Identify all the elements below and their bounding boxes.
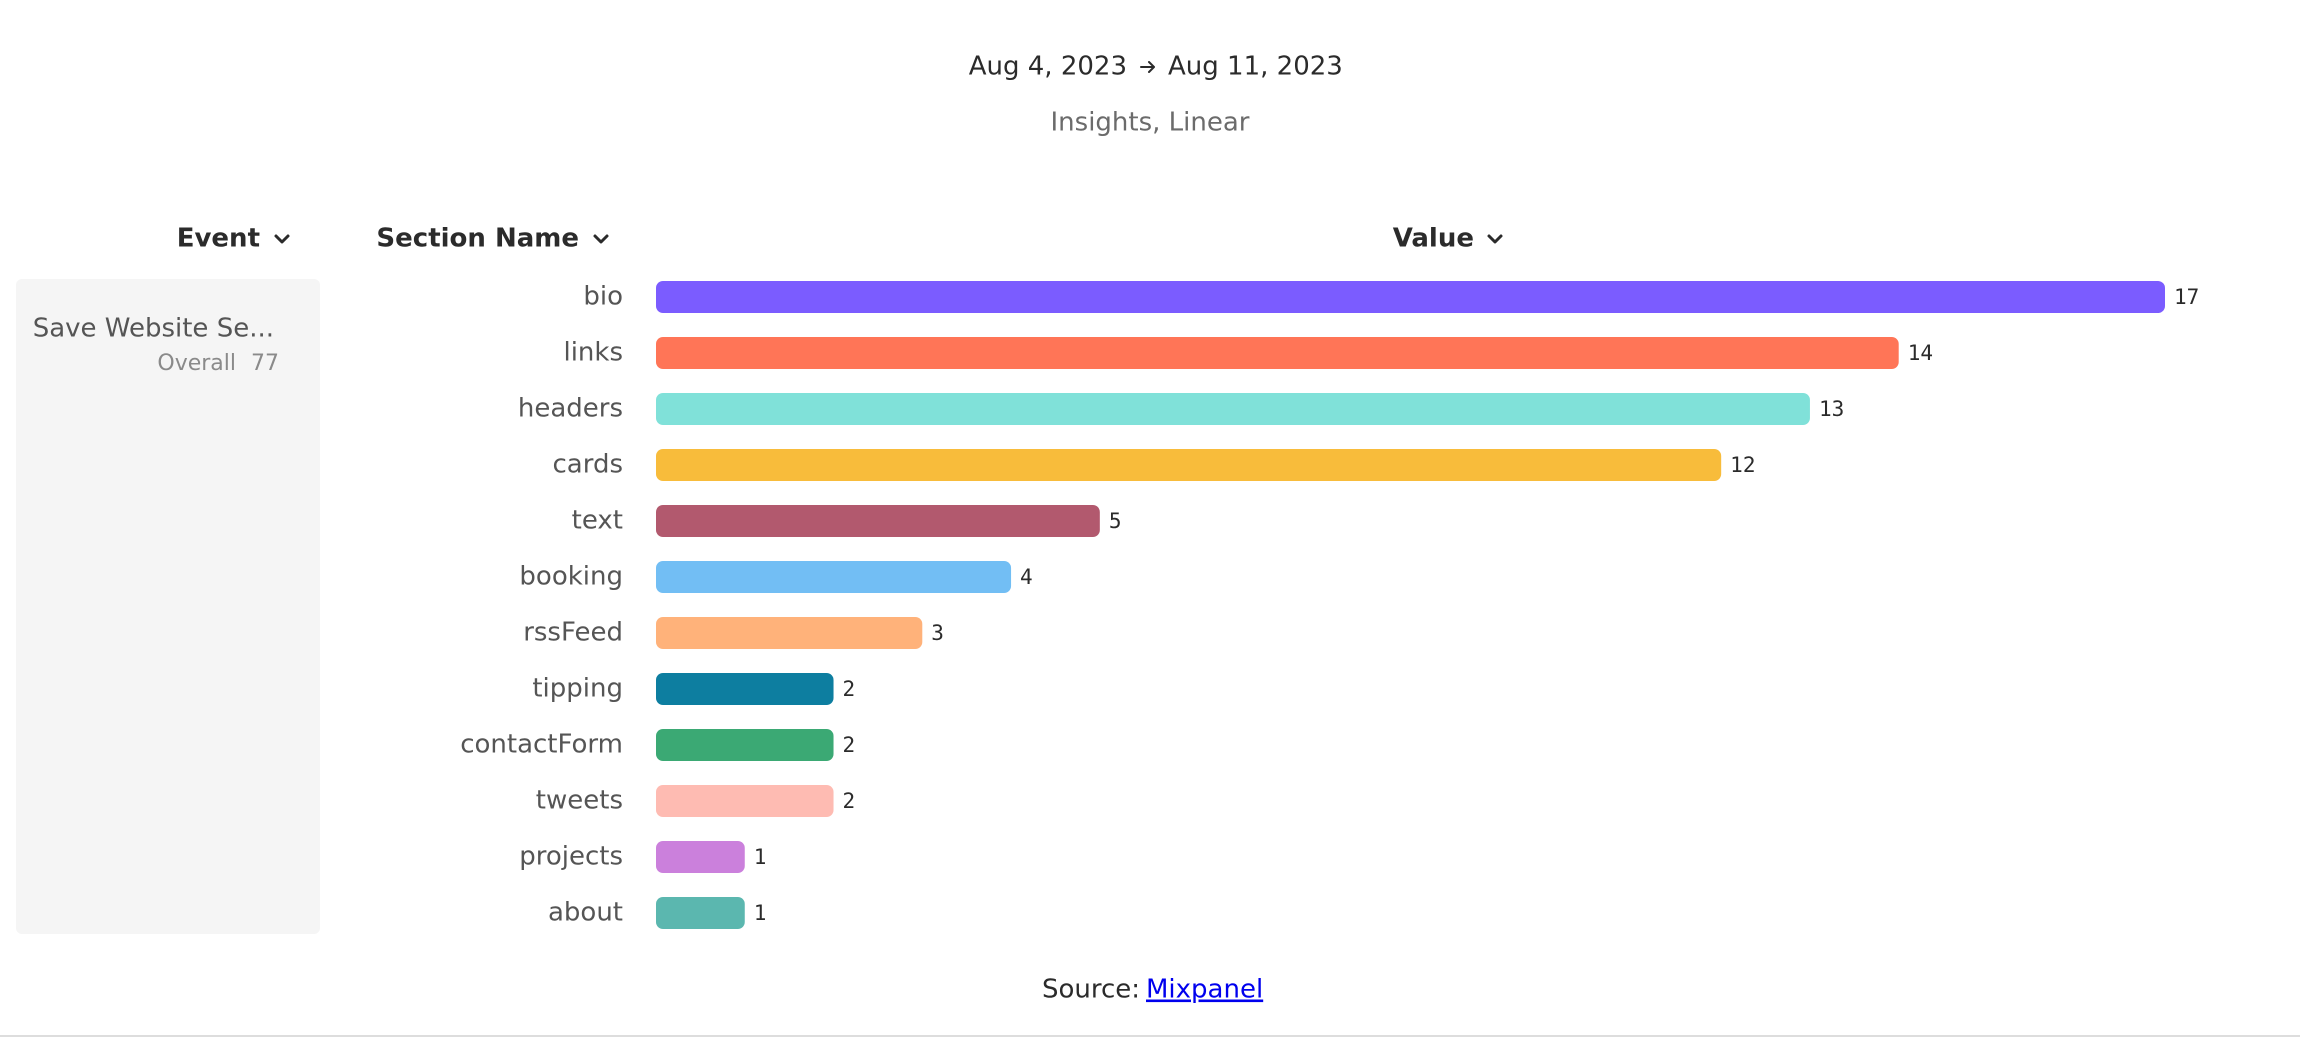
overall-label: Overall: [157, 351, 236, 376]
event-panel: [16, 279, 320, 934]
bar: [656, 673, 834, 705]
value-label: 3: [931, 621, 944, 645]
category-label: links: [563, 338, 623, 368]
category-label: tipping: [532, 674, 623, 704]
value-label: 2: [843, 789, 856, 813]
bar: [656, 561, 1012, 593]
category-label: rssFeed: [523, 618, 623, 648]
value-label: 2: [843, 733, 856, 757]
value-label: 2: [843, 677, 856, 701]
overall-value: 77: [251, 351, 279, 376]
value-label: 12: [1730, 453, 1755, 477]
category-label: contactForm: [460, 730, 623, 760]
chevron[interactable]: [593, 234, 609, 244]
subtitle: Insights, Linear: [1051, 108, 1250, 138]
date-end: Aug 11, 2023: [1168, 52, 1343, 82]
chevron[interactable]: [274, 234, 290, 244]
category-label: about: [548, 898, 623, 928]
source-label: Source:: [1042, 975, 1140, 1005]
category-label: bio: [583, 282, 623, 312]
category-label: headers: [518, 394, 623, 424]
bar: [656, 729, 834, 761]
value-label: 5: [1109, 509, 1122, 533]
bar: [656, 505, 1100, 537]
category-label: projects: [519, 842, 623, 872]
category-label: booking: [519, 562, 623, 592]
date-start: Aug 4, 2023: [969, 52, 1127, 82]
bar: [656, 841, 745, 873]
value-label: 4: [1020, 565, 1033, 589]
value-label: 17: [2174, 285, 2199, 309]
value-label: 13: [1819, 397, 1844, 421]
value-label: 1: [754, 901, 767, 925]
category-label: text: [572, 506, 623, 536]
column-header[interactable]: Value: [1393, 224, 1474, 254]
bar: [656, 281, 2165, 313]
bar: [656, 785, 834, 817]
column-header[interactable]: Section Name: [376, 224, 579, 254]
bar: [656, 449, 1722, 481]
bar: [656, 337, 1899, 369]
category-label: cards: [552, 450, 623, 480]
value-label: 1: [754, 845, 767, 869]
bar: [656, 617, 923, 649]
bar: [656, 393, 1810, 425]
source-link[interactable]: Mixpanel: [1146, 975, 1263, 1005]
value-label: 14: [1908, 341, 1933, 365]
column-header[interactable]: Event: [177, 224, 260, 254]
category-label: tweets: [536, 786, 623, 816]
arrow-icon: [1140, 61, 1155, 73]
event-name[interactable]: Save Website Se...: [33, 314, 274, 344]
bar: [656, 897, 745, 929]
chevron[interactable]: [1487, 234, 1503, 244]
